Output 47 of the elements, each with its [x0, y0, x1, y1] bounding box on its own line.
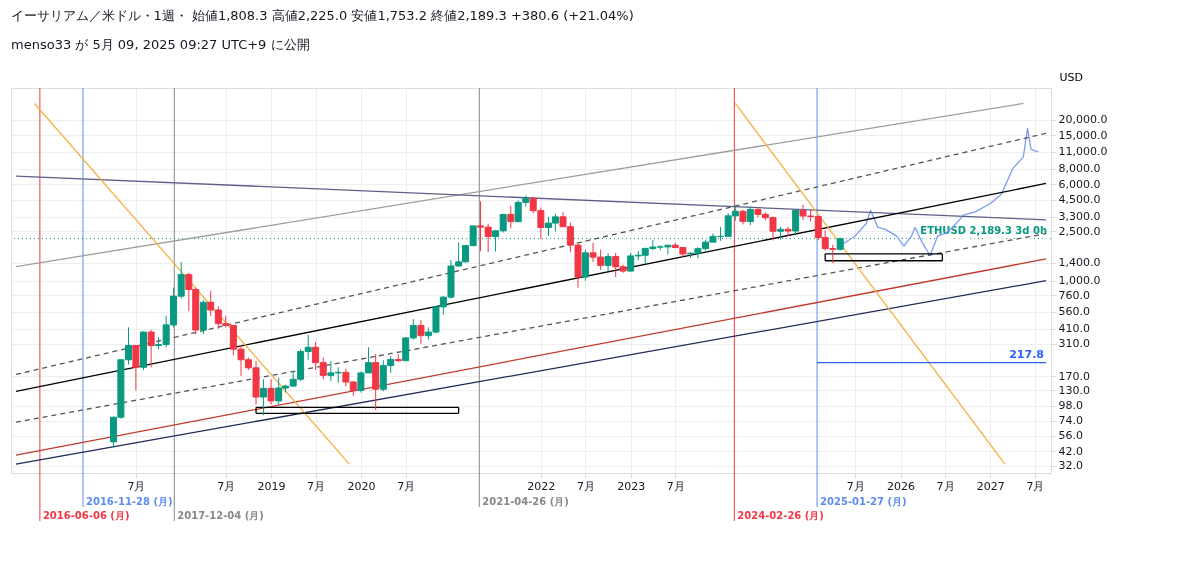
y-tick-label: 560.0: [1058, 305, 1090, 319]
x-tick-label: 7月: [1026, 479, 1045, 493]
text: ETHUSD 2,189.3 3d 0h: [920, 224, 1047, 236]
x-tick-label: 2026: [887, 479, 916, 493]
y-tick-label: 4,500.0: [1058, 193, 1101, 207]
y-tick-label: 2,500.0: [1058, 224, 1101, 238]
ref-line-label: 2016-11-28 (月): [85, 496, 173, 507]
x-tick-label: 2022: [527, 479, 556, 493]
y-tick-label: 1,400.0: [1058, 256, 1101, 270]
y-tick-label: 98.0: [1058, 399, 1083, 413]
y-tick-label: 310.0: [1058, 337, 1090, 351]
x-tick-label: 7月: [576, 479, 595, 493]
y-tick-label: 130.0: [1058, 383, 1090, 397]
ref-line-label: 2025-01-27 (月): [820, 496, 907, 507]
y-tick-label: 1,000.0: [1058, 274, 1101, 288]
x-tick-label: 7月: [397, 479, 416, 493]
x-tick-label: 7月: [307, 479, 326, 493]
text: menso33 が 5月 09, 2025 09:27 UTC+9 に公開: [11, 37, 310, 52]
x-tick-label: 7月: [846, 479, 865, 493]
y-tick-label: 3,300.0: [1058, 210, 1101, 224]
ref-line-label: 2021-04-26 (月): [482, 496, 569, 507]
y-tick-label: 8,000.0: [1058, 162, 1101, 176]
y-tick-label: 410.0: [1058, 322, 1090, 336]
x-tick-label: 7月: [217, 479, 236, 493]
y-tick-label: 74.0: [1058, 414, 1083, 428]
y-tick-label: 6,000.0: [1058, 177, 1101, 191]
y-tick-label: 42.0: [1058, 444, 1083, 458]
y-tick-label: 11,000.0: [1058, 145, 1108, 159]
x-tick-label: 2020: [347, 479, 376, 493]
y-tick-label: 170.0: [1058, 369, 1090, 383]
y-tick-label: 32.0: [1058, 459, 1083, 473]
y-tick-label: 56.0: [1058, 429, 1083, 443]
ref-line-label: 2017-12-04 (月): [177, 510, 264, 521]
x-tick-label: 2019: [257, 479, 286, 493]
x-tick-label: 7月: [127, 479, 146, 493]
chart-title: イーサリアム／米ドル・1週・ 始値1,808.3 高値2,225.0 安値1,753.2 終値2,189.3 +380.6 (+21.04%): [10, 8, 634, 23]
x-tick-label: 2023: [617, 479, 646, 493]
y-axis-title: USD: [1059, 70, 1084, 84]
x-tick-label: 7月: [666, 479, 685, 493]
ref-line-label: 2024-02-26 (月): [737, 510, 824, 521]
annotation: 217.8: [1009, 347, 1044, 361]
y-tick-label: 20,000.0: [1058, 113, 1108, 127]
x-tick-label: 7月: [936, 479, 955, 493]
y-tick-label: 760.0: [1058, 288, 1090, 302]
y-tick-label: 15,000.0: [1058, 128, 1108, 142]
x-tick-label: 2027: [976, 479, 1005, 493]
ref-line-label: 2016-06-06 (月): [42, 510, 130, 521]
